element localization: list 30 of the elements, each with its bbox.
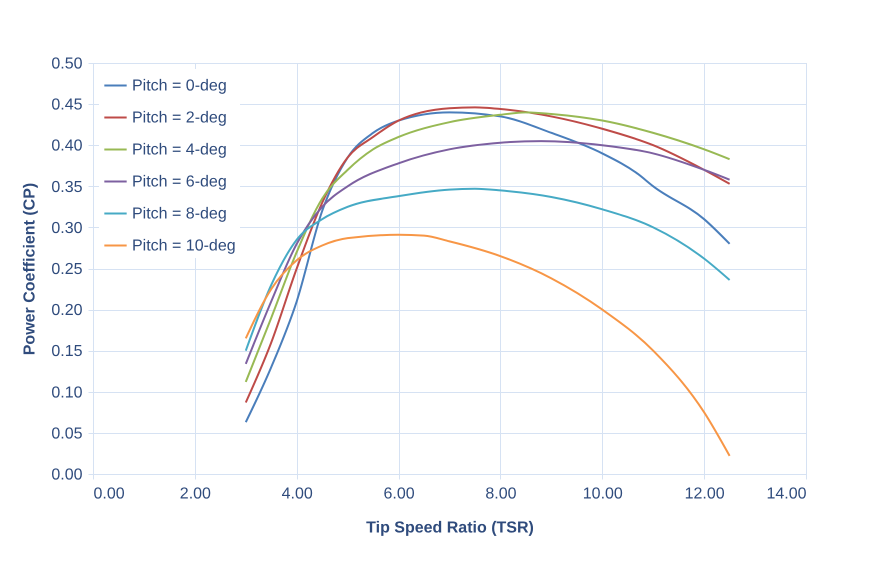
line-series: [244, 140, 731, 365]
y-tick-label: 0.05: [51, 425, 83, 442]
legend-label: Pitch = 8-deg: [132, 206, 227, 222]
y-tick-label: 0.00: [51, 466, 83, 484]
x-tick-label: 4.00: [282, 486, 313, 502]
y-tick-label: 0.15: [51, 343, 83, 360]
legend-label: Pitch = 0-deg: [132, 78, 227, 94]
y-tick-label: 0.30: [51, 220, 83, 237]
y-tick-label: 0.40: [51, 138, 83, 155]
legend-label: Pitch = 4-deg: [132, 142, 227, 158]
x-tick-label: 14.00: [766, 486, 807, 502]
legend-label: Pitch = 6-deg: [132, 174, 227, 190]
legend-label: Pitch = 10-deg: [132, 238, 236, 254]
y-tick-label: 0.25: [51, 261, 83, 278]
y-tick-label: 0.10: [51, 384, 83, 402]
x-axis-title: Tip Speed Ratio (TSR): [366, 520, 534, 536]
y-tick-label: 0.20: [51, 302, 83, 320]
line-series: [244, 234, 731, 457]
legend-label: Pitch = 2-deg: [132, 110, 227, 126]
y-tick-label: 0.35: [51, 178, 83, 196]
x-tick-label: 6.00: [384, 486, 415, 502]
line-series: [244, 188, 731, 352]
x-tick-label: 8.00: [485, 486, 517, 502]
x-tick-label: 0.00: [94, 486, 125, 502]
y-tick-label: 0.50: [51, 56, 83, 72]
y-axis-title: Power Coefficient (CP): [21, 182, 38, 356]
x-tick-label: 2.00: [180, 486, 212, 502]
y-tick-label: 0.45: [51, 96, 83, 114]
x-tick-label: 10.00: [582, 486, 623, 502]
x-tick-label: 12.00: [684, 486, 725, 502]
